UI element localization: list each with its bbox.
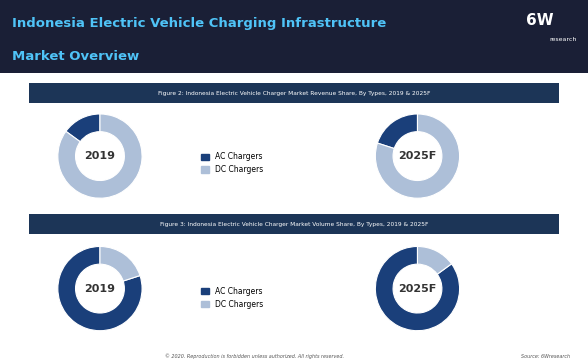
Text: 6W: 6W [526,13,554,28]
Text: 2025F: 2025F [398,151,437,161]
Legend: AC Chargers, DC Chargers: AC Chargers, DC Chargers [198,284,266,311]
Wedge shape [375,114,460,198]
Text: research: research [550,37,577,42]
Wedge shape [66,114,100,142]
Text: Source: 6Wresearch: Source: 6Wresearch [521,354,570,359]
Wedge shape [58,114,142,198]
Text: 2025F: 2025F [398,284,437,294]
Wedge shape [100,246,140,281]
Text: 2019: 2019 [85,284,115,294]
Wedge shape [58,246,142,331]
Wedge shape [417,246,452,274]
Text: Figure 3: Indonesia Electric Vehicle Charger Market Volume Share, By Types, 2019: Figure 3: Indonesia Electric Vehicle Cha… [160,222,428,227]
Text: Indonesia Electric Vehicle Charging Infrastructure: Indonesia Electric Vehicle Charging Infr… [12,17,386,30]
Text: Figure 2: Indonesia Electric Vehicle Charger Market Revenue Share, By Types, 201: Figure 2: Indonesia Electric Vehicle Cha… [158,91,430,96]
Text: Market Overview: Market Overview [12,50,139,63]
Text: © 2020. Reproduction is forbidden unless authorized. All rights reserved.: © 2020. Reproduction is forbidden unless… [165,353,343,359]
Text: 2019: 2019 [85,151,115,161]
Wedge shape [377,114,417,148]
Legend: AC Chargers, DC Chargers: AC Chargers, DC Chargers [198,150,266,177]
Wedge shape [375,246,460,331]
